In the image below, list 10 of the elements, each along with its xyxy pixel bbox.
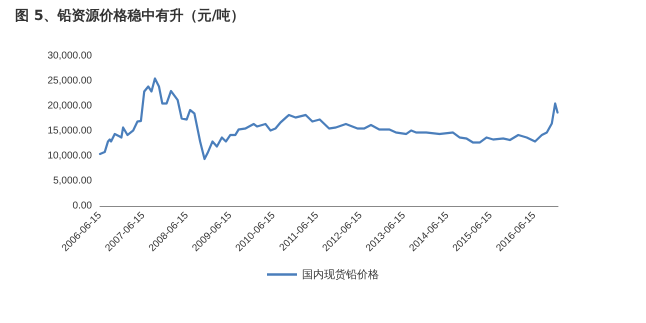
- y-tick-label: 5,000.00: [53, 176, 92, 186]
- y-tick-label: 10,000.00: [48, 150, 92, 162]
- y-tick-label: 20,000.00: [48, 100, 92, 112]
- y-tick-label: 25,000.00: [48, 76, 92, 86]
- y-tick-label: 0.00: [72, 200, 92, 212]
- legend-label: 国内现货铅价格: [302, 268, 379, 281]
- line-series: [98, 77, 559, 160]
- y-tick-label: 15,000.00: [48, 126, 92, 136]
- y-tick-label: 30,000.00: [48, 50, 92, 62]
- chart-title: 图 5、铅资源价格稳中有升（元/吨）: [15, 7, 245, 24]
